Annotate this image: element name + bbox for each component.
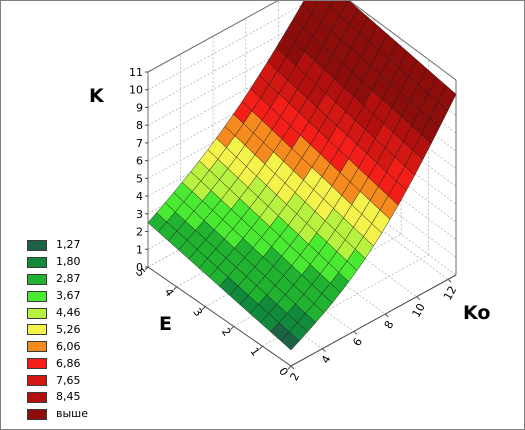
legend-label: 6,06 xyxy=(56,339,81,353)
legend-label: выше xyxy=(56,407,89,421)
box-edge xyxy=(290,274,457,367)
legend-swatch xyxy=(27,391,47,403)
z-tick-label: 5 xyxy=(136,172,143,185)
legend-item: 6,06 xyxy=(27,338,88,355)
legend-swatch xyxy=(27,324,47,336)
x-tick-label: 6 xyxy=(350,336,365,349)
legend-swatch xyxy=(27,256,47,268)
y-tick-mark xyxy=(201,306,206,310)
y-tick-label: 2 xyxy=(219,326,234,339)
z-tick-label: 4 xyxy=(136,190,143,203)
front-edges xyxy=(147,266,457,367)
grid-line xyxy=(147,1,311,91)
legend-label: 4,46 xyxy=(56,306,81,319)
grid-line xyxy=(147,13,320,108)
box-edge xyxy=(147,1,279,73)
x-tick-mark xyxy=(353,330,358,335)
x-tick-label: 4 xyxy=(319,353,334,366)
legend-label: 3,67 xyxy=(56,289,81,303)
z-tick-label: 6 xyxy=(136,155,143,168)
box-edge xyxy=(349,1,457,81)
y-tick-mark xyxy=(173,286,177,291)
z-tick-label: 9 xyxy=(136,101,143,114)
y-tick-label: 4 xyxy=(162,286,177,299)
legend-swatch xyxy=(27,341,47,353)
z-tick-label: 1 xyxy=(136,243,143,256)
legend-swatch xyxy=(27,375,47,387)
y-tick-mark xyxy=(259,345,263,350)
legend-swatch xyxy=(27,307,47,319)
legend-label: 1,80 xyxy=(56,255,81,269)
y-tick-mark xyxy=(287,365,292,370)
surface-cell xyxy=(437,85,457,111)
y-tick-label: 1 xyxy=(247,345,262,358)
y-tick-label: 3 xyxy=(190,306,205,319)
legend-label: 1,27 xyxy=(56,238,81,252)
grid-line xyxy=(147,48,320,144)
legend-item: 7,65 xyxy=(27,372,88,389)
legend-item: выше xyxy=(27,406,88,423)
legend-label: 5,26 xyxy=(56,322,81,336)
legend-label: 7,65 xyxy=(56,373,81,387)
x-tick-label: 2 xyxy=(287,371,302,384)
x-tick-mark xyxy=(290,365,295,370)
z-tick-label: 7 xyxy=(136,137,143,150)
x-tick-mark xyxy=(384,313,389,318)
z-tick-label: 8 xyxy=(136,119,143,132)
legend-item: 1,80 xyxy=(27,254,88,271)
z-tick-label: 0 xyxy=(136,261,143,274)
z-axis-title: K xyxy=(89,85,105,107)
legend: 1,27 1,80 2,87 3,67 4,46 5,26 6,06 6,86 7,65 8,45… xyxy=(27,237,88,423)
legend-swatch xyxy=(27,273,47,285)
legend-swatch xyxy=(27,239,47,251)
surface-mesh xyxy=(147,1,457,351)
legend-swatch xyxy=(27,358,47,370)
legend-swatch xyxy=(27,408,47,420)
y-axis-title: E xyxy=(159,313,172,335)
legend-label: 8,45 xyxy=(56,390,81,404)
x-tick-mark xyxy=(322,348,326,353)
legend-label: 2,87 xyxy=(56,272,81,286)
legend-item: 8,45 xyxy=(27,389,88,406)
z-tick-label: 10 xyxy=(129,84,143,97)
k-axis-ticks: 0 1 2 3 4 5 6 7 8 9 10 11 xyxy=(129,66,148,274)
z-tick-label: 11 xyxy=(129,66,143,79)
x-tick-mark xyxy=(447,278,452,283)
x-axis-title: Ko xyxy=(463,302,490,324)
legend-item: 5,26 xyxy=(27,321,88,338)
legend-swatch xyxy=(27,290,47,302)
grid-line xyxy=(147,30,320,126)
legend-label: 6,86 xyxy=(56,356,81,370)
box-edge xyxy=(147,266,292,367)
x-tick-label: 12 xyxy=(441,284,459,303)
legend-item: 3,67 xyxy=(27,288,88,305)
z-tick-label: 3 xyxy=(136,208,143,221)
legend-item: 2,87 xyxy=(27,271,88,288)
grid-line xyxy=(147,66,320,161)
x-tick-label: 10 xyxy=(410,301,428,320)
x-tick-mark xyxy=(416,296,421,301)
legend-item: 1,27 xyxy=(27,237,88,254)
z-tick-label: 2 xyxy=(136,226,143,239)
y-tick-mark xyxy=(230,326,235,330)
legend-item: 6,86 xyxy=(27,355,88,372)
x-tick-label: 8 xyxy=(382,319,397,332)
legend-item: 4,46 xyxy=(27,305,88,322)
